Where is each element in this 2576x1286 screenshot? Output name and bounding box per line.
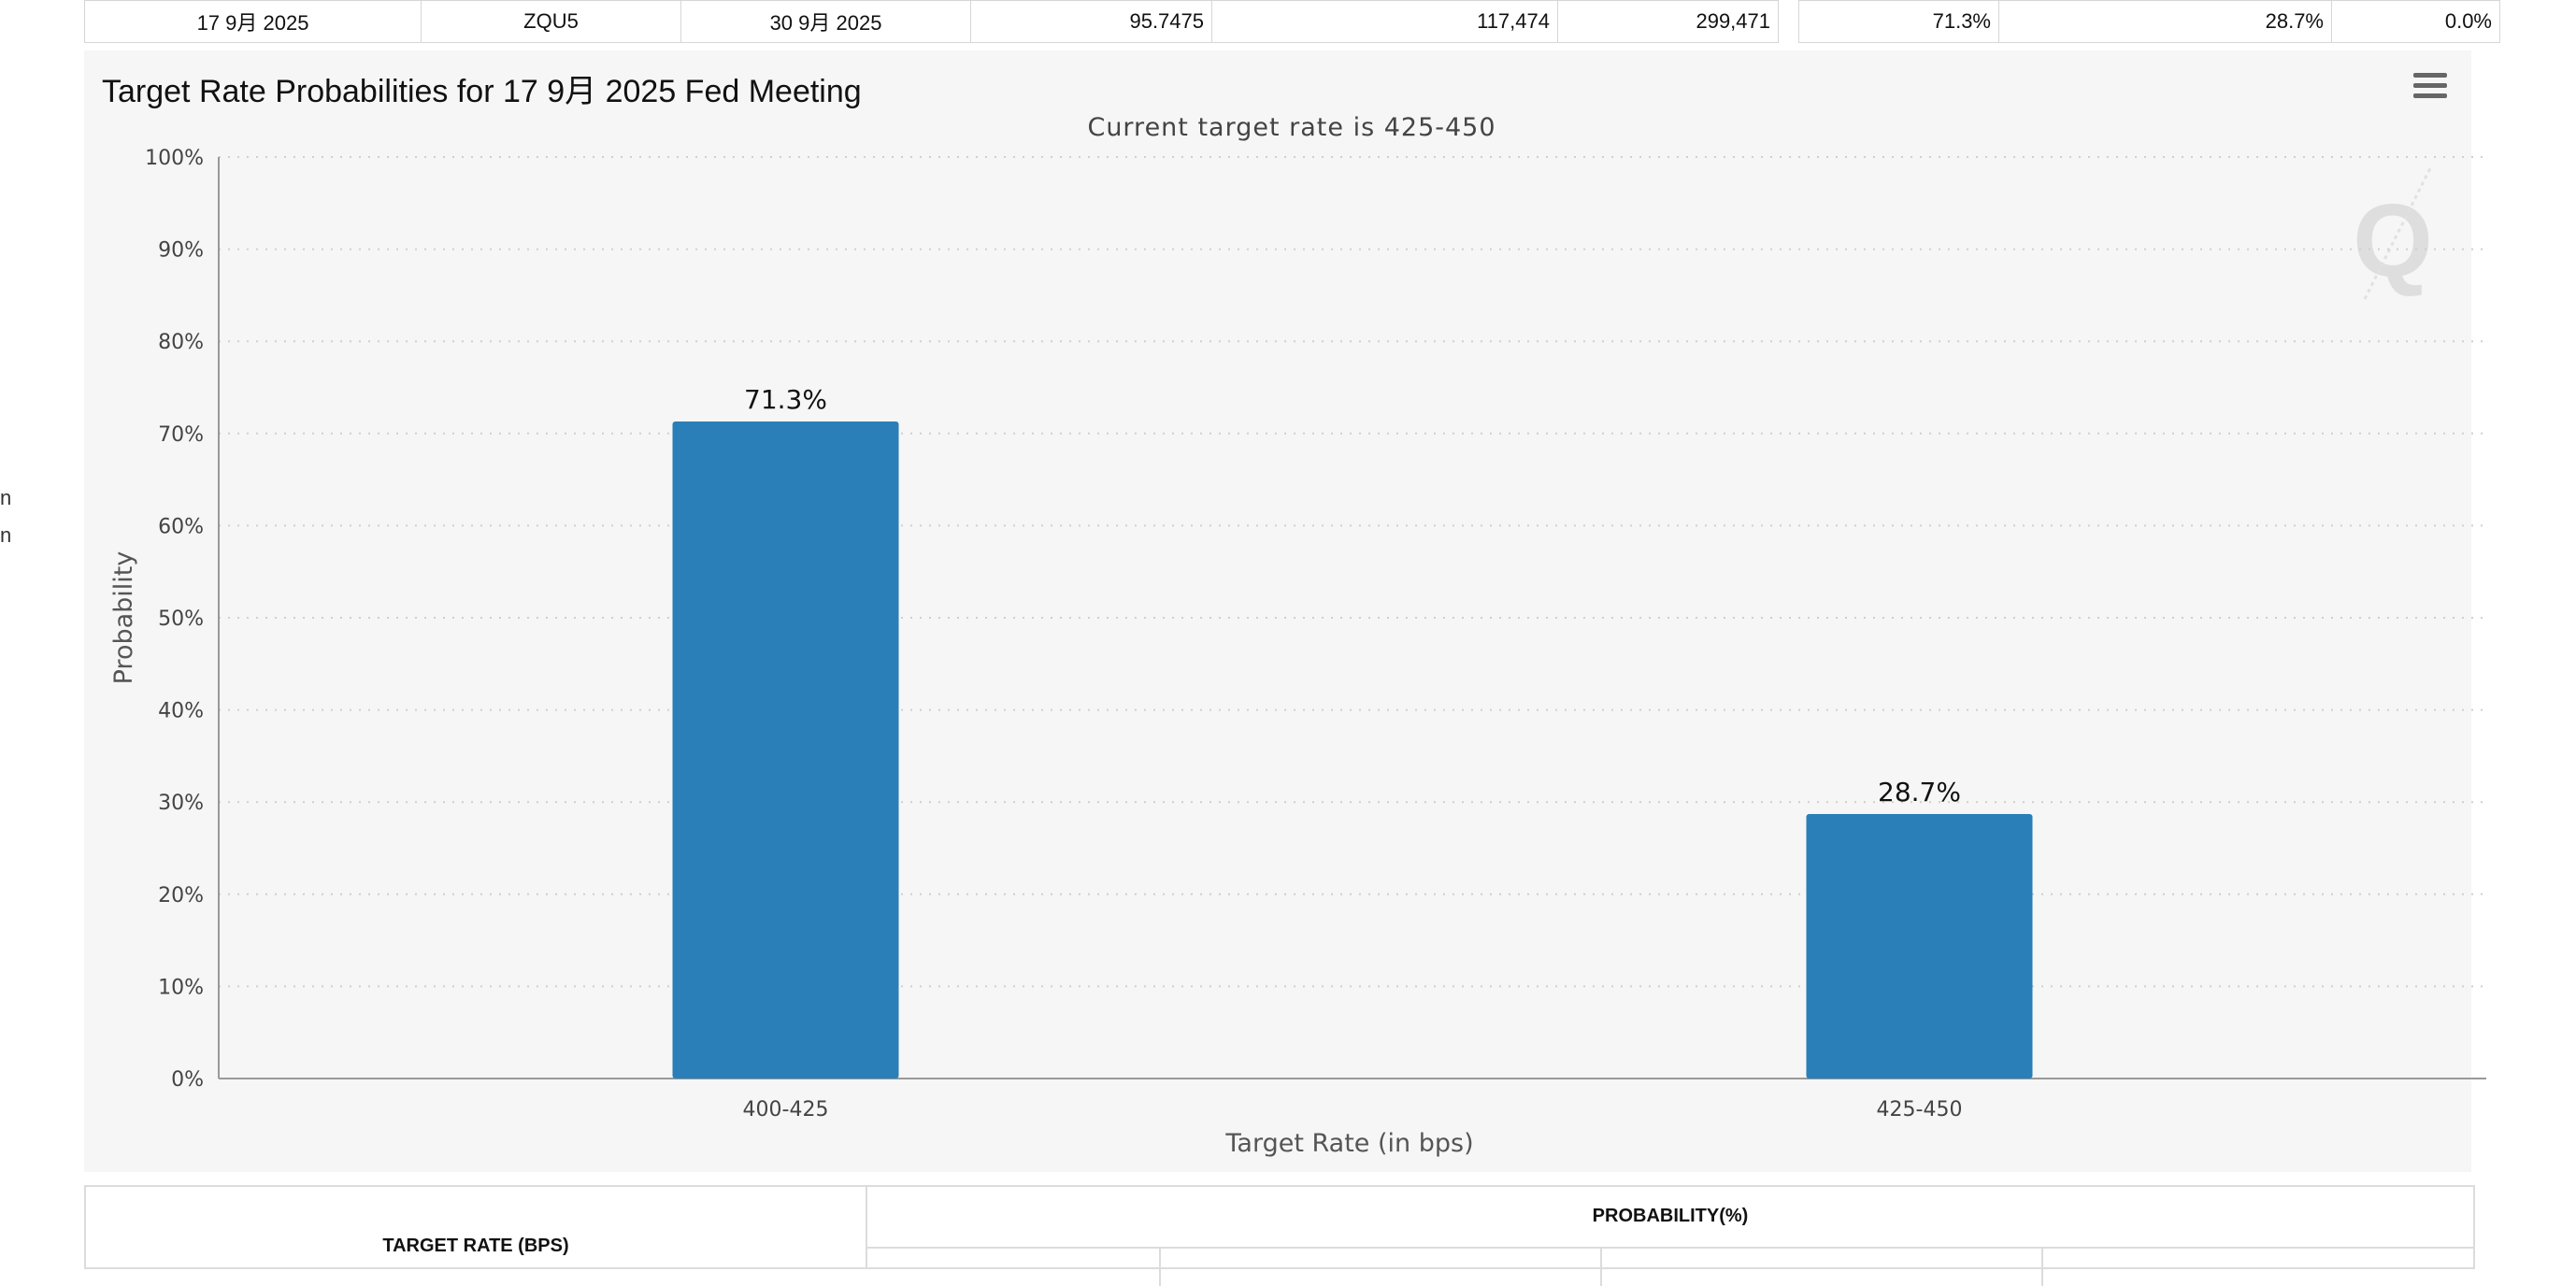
expires-cell: 30 9月 2025 [680,0,971,43]
y-tick-label: 80% [158,331,204,354]
probability-summary-table: 71.3% 28.7% 0.0% [1798,0,2500,43]
chart-title: Target Rate Probabilities for 17 9月 2025… [102,74,862,109]
chart-panel [84,50,2471,1172]
prob-ease-cell: 71.3% [1798,0,1999,43]
y-axis-title: Probability [109,551,138,685]
subheader-cell [1600,1249,2043,1286]
svg-text:Q: Q [2353,183,2433,298]
probability-header: PROBABILITY(%) [1592,1206,1749,1226]
mid-price-cell: 95.7475 [970,0,1212,43]
bar [672,421,899,1079]
meeting-summary-table: 17 9月 2025 ZQU5 30 9月 2025 95.7475 117,4… [84,0,1779,43]
y-tick-label: 40% [158,700,204,723]
target-rate-column [86,1187,867,1267]
hamburger-menu-icon[interactable] [2413,73,2447,101]
y-tick-label: 0% [171,1068,204,1092]
cutoff-text: n [0,523,12,547]
chart-subtitle: Current target rate is 425-450 [1087,113,1496,142]
prior-volume-cell: 117,474 [1211,0,1558,43]
y-tick-label: 30% [158,792,204,815]
prob-hike-cell: 0.0% [2331,0,2500,43]
data-label: 71.3% [744,384,827,415]
q-logo-icon: Q [2353,167,2433,300]
y-tick-label: 50% [158,607,204,631]
y-tick-label: 90% [158,239,204,263]
y-tick-label: 60% [158,515,204,538]
data-label: 28.7% [1878,777,1961,807]
contract-cell: ZQU5 [421,0,681,43]
y-tick-label: 100% [145,147,204,170]
probability-subheader-row [867,1247,2473,1286]
y-tick-label: 10% [158,976,204,999]
x-tick-label: 425-450 [1877,1098,1963,1122]
prob-no-change-cell: 28.7% [1998,0,2332,43]
x-axis-title: Target Rate (in bps) [1224,1129,1473,1158]
table-row: 71.3% 28.7% 0.0% [1798,0,2500,43]
x-tick-label: 400-425 [743,1098,829,1122]
cutoff-text: n [0,486,12,509]
table-row: 17 9月 2025 ZQU5 30 9月 2025 95.7475 117,4… [84,0,1779,43]
y-tick-label: 20% [158,884,204,907]
subheader-cell [867,1249,1161,1286]
probability-table: TARGET RATE (BPS) PROBABILITY(%) [84,1185,2475,1286]
subheader-cell [1159,1249,1602,1286]
y-tick-label: 70% [158,423,204,447]
probability-bar-chart: Q 0% 10% 20% 30% 40% 50% 60% 70% 80% 90% 100% 400-4… [109,113,2486,1158]
prior-oi-cell: 299,471 [1557,0,1779,43]
target-rate-header: TARGET RATE (BPS) [382,1236,569,1256]
bar [1806,814,2033,1079]
meeting-date-cell: 17 9月 2025 [84,0,422,43]
